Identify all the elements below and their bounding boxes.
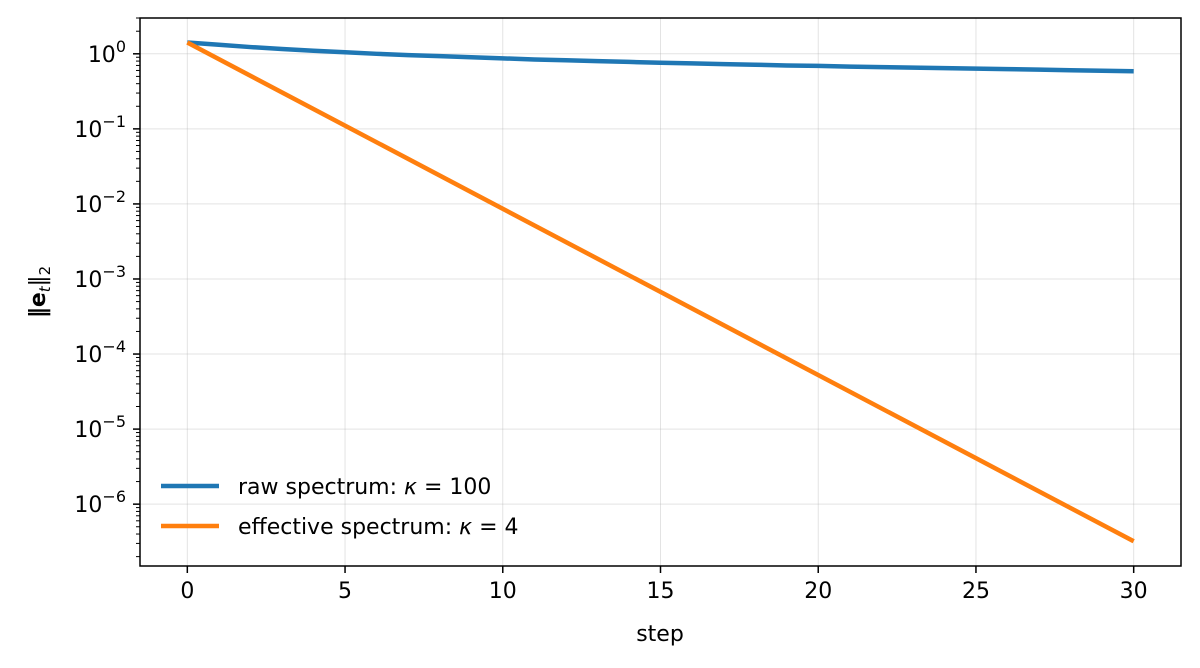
legend-label-effective: effective spectrum: κ = 4 [238, 515, 519, 540]
x-tick-label: 10 [489, 579, 517, 604]
y-axis-label: ‖et‖2 [26, 266, 54, 318]
y-tick-label: 10−3 [74, 262, 126, 293]
x-axis: 0 5 10 15 20 25 30 [180, 566, 1148, 604]
y-tick-label: 100 [88, 37, 126, 68]
y-tick-label: 10−1 [74, 112, 126, 143]
y-tick-label: 10−6 [74, 487, 126, 518]
x-tick-label: 25 [962, 579, 990, 604]
x-axis-label: step [636, 622, 684, 647]
y-axis-label-sub: t [36, 285, 54, 292]
grid [140, 18, 1181, 566]
legend-label-raw: raw spectrum: κ = 100 [238, 475, 491, 500]
y-tick-label: 10−5 [74, 412, 126, 443]
series-line-effective [186, 40, 1135, 544]
x-tick-label: 15 [647, 579, 675, 604]
y-axis-label-main: ‖e [26, 292, 51, 318]
x-tick-label: 20 [804, 579, 832, 604]
y-axis-label-end-sub: 2 [36, 266, 54, 276]
y-axis-label-end: ‖ [26, 275, 51, 286]
x-tick-label: 5 [338, 579, 352, 604]
x-tick-label: 30 [1120, 579, 1148, 604]
series-line-raw [187, 40, 1134, 74]
svg-text:‖et‖2: ‖et‖2 [26, 266, 54, 318]
y-tick-label: 10−2 [74, 187, 126, 218]
y-axis: 100 10−1 10−2 10−3 10−4 10−5 10−6 [74, 17, 140, 558]
legend: raw spectrum: κ = 100 effective spectrum… [161, 475, 519, 540]
x-tick-label: 0 [180, 579, 194, 604]
series-layer [186, 40, 1135, 544]
y-tick-label: 10−4 [74, 337, 126, 368]
